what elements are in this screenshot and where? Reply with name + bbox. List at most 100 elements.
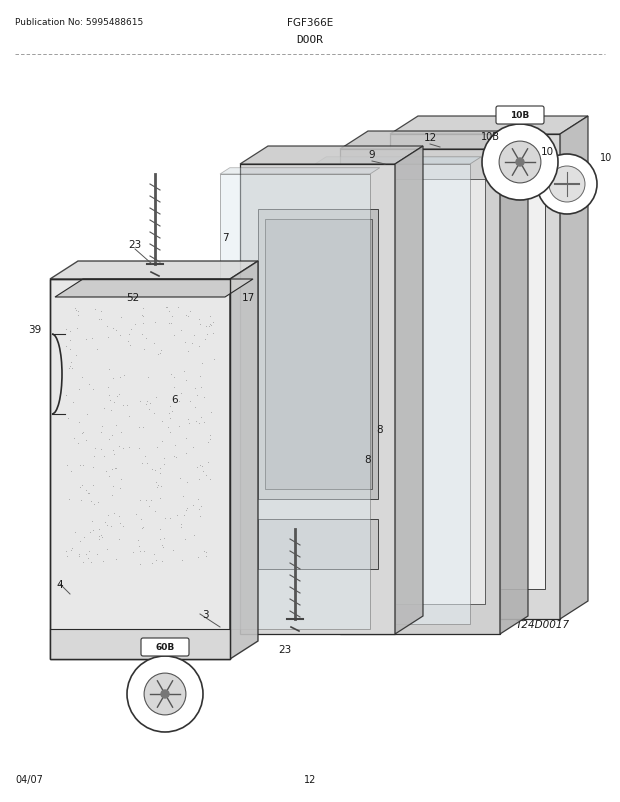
Point	[64, 493, 74, 506]
Point	[169, 544, 179, 557]
Point	[180, 533, 190, 546]
Point	[107, 463, 117, 476]
Point	[159, 452, 169, 465]
Point	[126, 324, 136, 337]
Point	[66, 361, 76, 374]
Point	[78, 459, 88, 472]
Point	[175, 517, 185, 530]
Point	[158, 541, 168, 553]
Point	[187, 338, 197, 350]
Text: 04/07: 04/07	[15, 774, 43, 784]
Point	[138, 302, 148, 315]
Point	[144, 500, 154, 512]
Point	[188, 442, 198, 455]
Point	[73, 437, 82, 450]
Point	[194, 473, 204, 486]
Point	[95, 305, 105, 318]
Point	[151, 476, 161, 489]
Point	[155, 492, 165, 504]
Point	[197, 411, 206, 423]
Point	[181, 504, 191, 516]
Point	[87, 516, 97, 529]
Point	[166, 512, 175, 525]
Point	[164, 407, 174, 419]
Point	[110, 461, 120, 474]
Point	[86, 495, 95, 508]
Circle shape	[161, 691, 169, 698]
Point	[175, 472, 185, 484]
Point	[157, 435, 167, 448]
Point	[108, 322, 118, 334]
Point	[109, 507, 119, 520]
Point	[146, 494, 156, 507]
Point	[197, 500, 206, 512]
Point	[84, 545, 94, 557]
Point	[66, 545, 76, 557]
Point	[102, 320, 112, 333]
Point	[104, 363, 113, 376]
Point	[135, 494, 145, 507]
FancyBboxPatch shape	[141, 638, 189, 656]
Point	[199, 391, 209, 404]
Point	[81, 434, 91, 447]
Point	[184, 417, 194, 430]
Point	[202, 320, 211, 333]
Point	[107, 489, 117, 502]
Point	[115, 481, 125, 494]
Point	[116, 312, 126, 325]
Point	[149, 317, 159, 330]
Point	[182, 502, 192, 515]
Point	[138, 421, 148, 434]
Point	[103, 331, 113, 344]
Point	[161, 302, 171, 314]
Point	[87, 332, 97, 345]
Point	[142, 395, 152, 408]
Point	[122, 399, 131, 412]
Point	[115, 329, 125, 342]
Point	[162, 421, 172, 434]
Point	[61, 340, 71, 353]
Point	[157, 554, 167, 567]
Point	[71, 304, 81, 317]
Point	[124, 441, 134, 454]
Point	[180, 336, 190, 349]
Text: DOOR: DOOR	[296, 35, 324, 45]
Point	[61, 322, 71, 335]
Point	[149, 338, 159, 350]
Point	[96, 444, 106, 456]
Point	[108, 480, 118, 493]
Point	[178, 490, 188, 503]
Polygon shape	[55, 280, 253, 298]
Point	[119, 369, 129, 382]
Polygon shape	[258, 210, 378, 500]
Point	[164, 306, 174, 318]
Point	[192, 461, 202, 474]
Polygon shape	[240, 147, 423, 164]
Point	[138, 317, 148, 330]
Point	[203, 436, 213, 449]
Point	[99, 402, 108, 415]
Point	[182, 431, 192, 444]
Point	[66, 464, 76, 477]
Text: 8: 8	[365, 455, 371, 464]
Point	[96, 426, 106, 439]
Text: 12: 12	[304, 774, 316, 784]
Point	[104, 470, 114, 483]
Point	[111, 325, 121, 338]
Point	[89, 498, 99, 511]
Point	[114, 533, 124, 546]
Point	[61, 545, 71, 557]
Point	[124, 328, 134, 341]
Point	[124, 410, 134, 423]
Point	[137, 457, 147, 470]
Point	[169, 329, 179, 342]
Point	[63, 412, 73, 425]
Point	[74, 548, 84, 561]
Point	[65, 343, 75, 356]
Polygon shape	[340, 150, 500, 634]
Point	[182, 476, 192, 488]
Point	[188, 499, 198, 512]
Point	[208, 316, 218, 329]
Point	[74, 460, 84, 472]
Circle shape	[537, 155, 597, 215]
